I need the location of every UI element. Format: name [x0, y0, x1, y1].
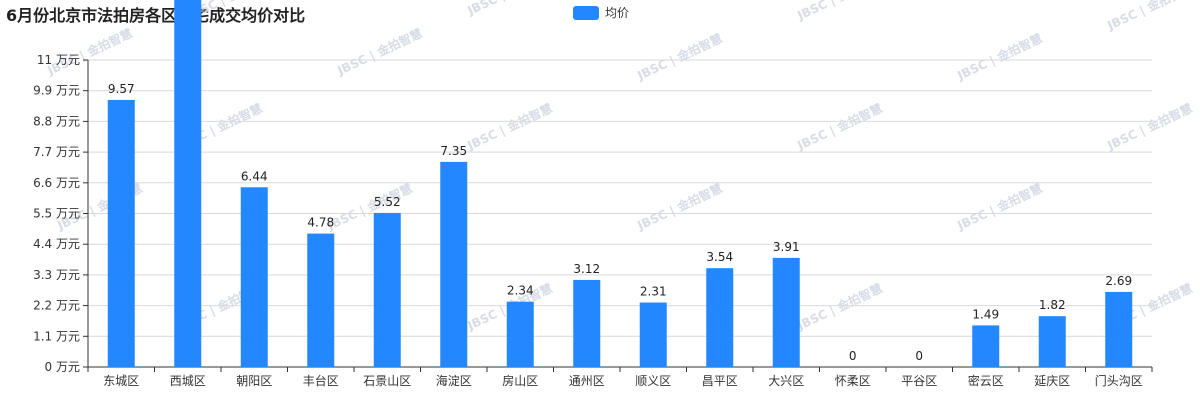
- bar: [307, 233, 335, 367]
- legend[interactable]: 均价: [573, 4, 629, 21]
- watermark: JBSC | 金拍智慧: [1104, 100, 1194, 153]
- watermark: JBSC | 金拍智慧: [1104, 0, 1194, 33]
- y-tick-label: 7.7 万元: [33, 145, 80, 159]
- x-tick-label: 西城区: [170, 374, 206, 388]
- y-tick-label: 0 万元: [45, 360, 80, 374]
- watermark: JBSC | 金拍智慧: [954, 30, 1044, 83]
- watermark: JBSC | 金拍智慧: [464, 0, 554, 18]
- x-tick-label: 朝阳区: [236, 374, 272, 388]
- data-label: 0: [849, 349, 857, 363]
- x-tick-label: 房山区: [502, 373, 538, 388]
- y-tick-label: 8.8 万元: [33, 114, 80, 128]
- data-label: 3.54: [706, 250, 733, 264]
- watermark: JBSC | 金拍智慧: [954, 180, 1044, 233]
- bar: [706, 268, 734, 367]
- chart-title: 6月份北京市法拍房各区住宅成交均价对比: [6, 6, 306, 25]
- bar: [1105, 291, 1133, 367]
- x-tick-label: 平谷区: [901, 374, 937, 388]
- watermark: JBSC | 金拍智慧: [334, 25, 424, 78]
- bar: [107, 99, 135, 367]
- x-tick-label: 昌平区: [702, 374, 738, 388]
- bar: [240, 187, 268, 367]
- y-tick-label: 5.5 万元: [33, 207, 80, 221]
- watermark: JBSC | 金拍智慧: [794, 100, 884, 153]
- x-tick-label: 东城区: [103, 374, 139, 388]
- x-tick-label: 顺义区: [635, 374, 671, 388]
- x-tick-label: 通州区: [569, 374, 605, 388]
- data-label: 2.34: [507, 284, 534, 298]
- watermark: JBSC | 金拍智慧: [464, 100, 554, 153]
- bar: [440, 161, 468, 367]
- y-tick-label: 2.2 万元: [33, 299, 80, 313]
- legend-label: 均价: [605, 6, 630, 20]
- watermark: JBSC | 金拍智慧: [794, 0, 884, 23]
- data-label: 7.35: [440, 144, 467, 158]
- data-label: 1.49: [972, 307, 999, 321]
- bar: [506, 301, 534, 367]
- data-label: 1.82: [1039, 298, 1066, 312]
- watermark: JBSC | 金拍智慧: [44, 25, 134, 78]
- x-tick-label: 延庆区: [1034, 374, 1070, 388]
- data-label: 4.78: [307, 216, 334, 230]
- data-label: 2.31: [640, 285, 667, 299]
- data-label: 3.91: [773, 240, 800, 254]
- bar: [573, 279, 601, 367]
- x-tick-label: 大兴区: [768, 374, 804, 388]
- bar: [174, 0, 202, 367]
- y-tick-label: 3.3 万元: [33, 268, 80, 282]
- data-label: 9.57: [108, 82, 135, 96]
- y-tick-label: 9.9 万元: [33, 84, 80, 98]
- data-label: 2.69: [1105, 274, 1132, 288]
- bar: [639, 302, 667, 367]
- watermark: JBSC | 金拍智慧: [794, 280, 884, 333]
- data-label: 3.12: [573, 262, 600, 276]
- bar: [772, 257, 800, 367]
- y-tick-label: 4.4 万元: [33, 237, 80, 251]
- bar: [1038, 316, 1066, 367]
- x-tick-label: 怀柔区: [835, 374, 871, 388]
- watermark: JBSC | 金拍智慧: [324, 180, 414, 233]
- data-label: 6.44: [241, 169, 268, 183]
- watermark: JBSC | 金拍智慧: [634, 180, 724, 233]
- y-tick-label: 6.6 万元: [33, 176, 80, 190]
- bar: [972, 325, 1000, 367]
- data-label: 5.52: [374, 195, 401, 209]
- data-label: 0: [915, 349, 923, 363]
- x-tick-label: 丰台区: [303, 373, 339, 388]
- legend-swatch: [573, 5, 599, 20]
- x-tick-label: 门头沟区: [1095, 373, 1143, 388]
- y-tick-label: 11 万元: [37, 53, 80, 67]
- x-tick-label: 石景山区: [363, 374, 411, 388]
- y-tick-label: 1.1 万元: [33, 329, 80, 343]
- bar: [373, 212, 401, 367]
- watermark: JBSC | 金拍智慧: [634, 30, 724, 83]
- x-tick-label: 海淀区: [436, 373, 472, 388]
- x-tick-label: 密云区: [968, 373, 1004, 388]
